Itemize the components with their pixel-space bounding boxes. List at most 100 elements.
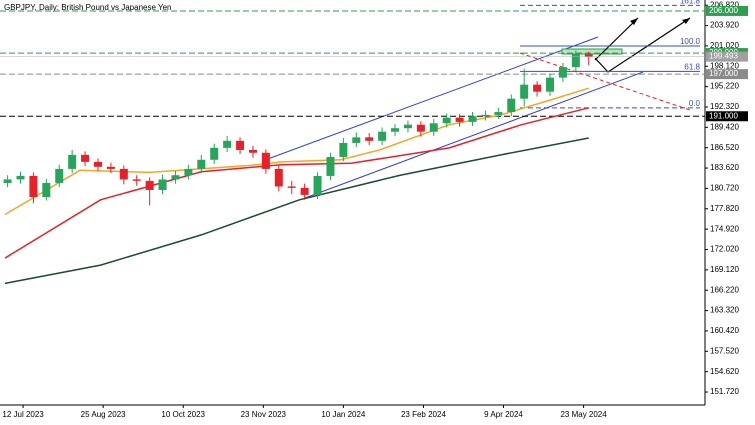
- candle: [571, 50, 580, 72]
- level-label-box: [706, 111, 748, 122]
- candle: [16, 171, 25, 184]
- candle: [326, 152, 335, 181]
- candle: [29, 172, 38, 204]
- candle-body: [210, 147, 219, 160]
- candle: [145, 177, 154, 206]
- candle-body: [274, 168, 283, 187]
- candle: [429, 119, 438, 136]
- x-tick-label: 23 Nov 2023: [241, 410, 287, 419]
- candle: [223, 135, 232, 153]
- candle-body: [429, 123, 438, 132]
- candle-body: [81, 154, 90, 162]
- candle: [520, 68, 529, 107]
- candle-body: [571, 54, 580, 68]
- candle: [248, 145, 257, 158]
- candle: [158, 174, 167, 195]
- candle-body: [300, 187, 309, 195]
- candle-body: [416, 124, 425, 132]
- y-tick-label: 160.420: [710, 326, 739, 335]
- candle: [68, 149, 77, 174]
- candle: [391, 123, 400, 136]
- candle-body: [287, 186, 296, 188]
- fib-label: 0.0: [689, 99, 701, 108]
- level-label: 197.000: [709, 69, 738, 78]
- candle: [93, 158, 102, 172]
- y-tick-label: 203.920: [710, 21, 739, 30]
- level-label-box: [706, 5, 748, 16]
- candle-body: [442, 117, 451, 124]
- candle-body: [352, 137, 361, 143]
- candle-body: [455, 117, 464, 122]
- level-label-box: [706, 69, 748, 80]
- moving-average: [4, 137, 589, 285]
- candle: [210, 143, 219, 164]
- candle: [106, 162, 115, 174]
- candle-body: [507, 98, 516, 113]
- candle: [42, 178, 51, 201]
- y-tick-label: 198.120: [710, 61, 739, 70]
- candle: [533, 81, 542, 97]
- candle-body: [29, 175, 38, 197]
- moving-average: [4, 107, 589, 259]
- y-tick-label: 177.820: [710, 204, 739, 213]
- x-tick-label: 23 May 2024: [560, 410, 607, 419]
- price-label: 199.493: [709, 52, 738, 61]
- candle: [455, 114, 464, 127]
- y-tick-label: 180.720: [710, 184, 739, 193]
- y-tick-label: 154.620: [710, 367, 739, 376]
- candle-body: [520, 84, 529, 99]
- candle-body: [132, 179, 141, 181]
- candle-body: [106, 166, 115, 169]
- y-tick-label: 151.720: [710, 387, 739, 396]
- x-tick-label: 10 Jan 2024: [321, 410, 366, 419]
- candle: [339, 138, 348, 162]
- y-tick-label: 183.620: [710, 163, 739, 172]
- arrow-head: [630, 18, 638, 25]
- candle-body: [236, 140, 245, 150]
- candle-body: [533, 84, 542, 92]
- y-tick-label: 195.220: [710, 82, 739, 91]
- y-tick-label: 166.220: [710, 285, 739, 294]
- candle: [287, 180, 296, 195]
- candle-body: [558, 67, 567, 78]
- candle: [197, 154, 206, 174]
- candle: [261, 149, 270, 174]
- candle: [584, 51, 593, 66]
- arrow: [594, 17, 639, 61]
- arrow: [594, 17, 691, 73]
- chart-title: GBPJPY, Daily: British Pound vs Japanese…: [4, 3, 172, 12]
- candle: [184, 164, 193, 180]
- candle: [132, 175, 141, 186]
- candle: [300, 183, 309, 200]
- fib-label: 161.8: [680, 0, 701, 5]
- y-tick-label: 189.420: [710, 122, 739, 131]
- candle-body: [145, 180, 154, 190]
- candle-body: [313, 175, 322, 195]
- candle-body: [42, 182, 51, 197]
- fib-label: 61.8: [684, 62, 700, 71]
- candle-body: [3, 179, 12, 183]
- candle: [274, 165, 283, 192]
- candle-body: [481, 114, 490, 117]
- candle-body: [378, 131, 387, 141]
- zone: [561, 48, 623, 55]
- candle-body: [391, 128, 400, 132]
- candle-body: [184, 168, 193, 176]
- y-tick-label: 169.120: [710, 265, 739, 274]
- candle-body: [326, 156, 335, 176]
- candle-body: [261, 152, 270, 169]
- candle: [55, 164, 64, 188]
- candle-body: [494, 112, 503, 115]
- candle: [171, 171, 180, 184]
- arrow-head: [682, 18, 690, 24]
- y-tick-label: 206.820: [710, 0, 739, 9]
- candle-body: [365, 137, 374, 141]
- candle: [507, 94, 516, 117]
- candle: [236, 137, 245, 155]
- candle: [81, 151, 90, 167]
- candle: [558, 62, 567, 82]
- y-tick-label: 157.520: [710, 346, 739, 355]
- y-tick-label: 163.320: [710, 306, 739, 315]
